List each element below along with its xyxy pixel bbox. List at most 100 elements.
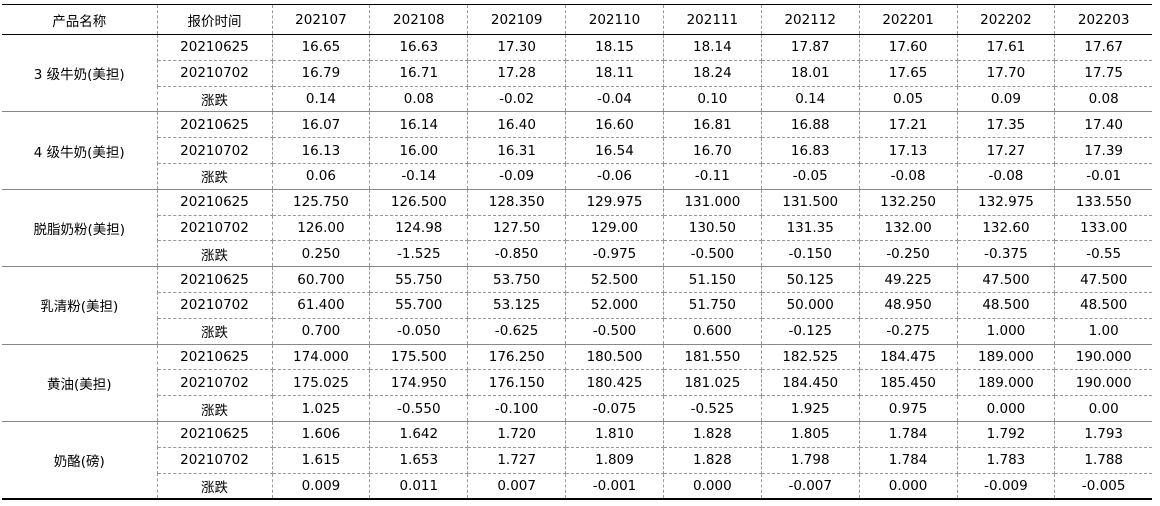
price-cell: 130.50 xyxy=(662,214,762,242)
price-cell: 18.24 xyxy=(662,59,762,87)
price-cell: -0.02 xyxy=(467,85,567,113)
product-name: 黄油(美担) xyxy=(2,343,158,422)
price-cell: 125.750 xyxy=(271,188,371,216)
price-cell: 18.14 xyxy=(662,34,762,61)
price-cell: 1.798 xyxy=(760,446,860,474)
header-cell: 202202 xyxy=(956,4,1056,35)
price-cell: 0.011 xyxy=(369,472,469,501)
quote-date: 20210702 xyxy=(157,137,273,164)
price-cell: 16.81 xyxy=(662,111,762,139)
price-cell: 0.06 xyxy=(271,162,371,190)
price-cell: -0.850 xyxy=(467,240,567,268)
price-cell: -0.55 xyxy=(1054,240,1152,268)
price-cell: 127.50 xyxy=(467,214,567,242)
quote-date: 涨跌 xyxy=(157,472,273,501)
price-cell: 184.450 xyxy=(760,369,860,397)
table-row: 20210702 16.79 16.71 17.28 18.11 18.24 18.01 17… xyxy=(2,59,1152,87)
price-cell: -0.009 xyxy=(956,472,1056,501)
price-cell: -0.005 xyxy=(1054,472,1152,501)
product-name: 脱脂奶粉(美担) xyxy=(2,188,158,268)
header-cell: 202112 xyxy=(760,4,860,35)
price-cell: 1.810 xyxy=(565,420,664,448)
price-cell: 1.000 xyxy=(956,317,1056,345)
quote-date: 20210625 xyxy=(156,343,273,371)
price-cell: 16.14 xyxy=(369,111,469,139)
product-name: 4 级牛奶(美担) xyxy=(2,111,158,190)
price-cell: 47.500 xyxy=(956,266,1056,293)
price-cell: 0.600 xyxy=(662,317,762,345)
price-cell: 18.01 xyxy=(760,59,860,87)
table-row: 涨跌 0.14 0.08 -0.02 -0.04 0.10 0.14 0.05 0.09 0.08 xyxy=(2,85,1152,113)
header-cell: 202110 xyxy=(565,4,664,35)
price-cell: 190.000 xyxy=(1054,343,1152,371)
price-cell: 129.00 xyxy=(565,214,664,242)
price-cell: -0.250 xyxy=(858,240,958,268)
quote-date: 20210702 xyxy=(157,59,273,87)
price-cell: 131.35 xyxy=(760,214,860,242)
quote-date: 20210702 xyxy=(157,214,273,242)
price-cell: 47.500 xyxy=(1054,266,1152,293)
price-cell: 175.500 xyxy=(369,343,469,371)
price-cell: 0.08 xyxy=(1054,85,1152,113)
price-cell: 1.784 xyxy=(858,446,958,474)
price-cell: -0.975 xyxy=(565,240,664,268)
table-row: 涨跌 0.700 -0.050 -0.625 -0.500 0.600 -0.125 -0.2… xyxy=(2,317,1152,345)
price-cell: 131.500 xyxy=(760,188,860,216)
price-cell: 16.63 xyxy=(369,34,469,61)
price-cell: 16.70 xyxy=(662,137,762,164)
header-cell: 产品名称 xyxy=(2,4,158,35)
price-cell: 1.025 xyxy=(271,395,371,422)
price-cell: 1.925 xyxy=(760,395,860,422)
price-cell: 16.00 xyxy=(369,137,469,164)
price-cell: 17.30 xyxy=(467,34,567,61)
price-cell: 1.793 xyxy=(1054,420,1152,448)
price-cell: 0.09 xyxy=(956,85,1056,113)
price-cell: 53.750 xyxy=(467,266,567,293)
price-cell: 55.750 xyxy=(369,266,469,293)
price-cell: 0.05 xyxy=(858,85,958,113)
price-cell: -0.500 xyxy=(565,317,664,345)
header-cell: 报价时间 xyxy=(156,4,273,35)
price-cell: 16.71 xyxy=(369,59,469,87)
price-cell: 18.15 xyxy=(565,34,664,61)
price-cell: 1.828 xyxy=(662,420,762,448)
price-cell: 0.000 xyxy=(956,395,1056,422)
price-cell: 128.350 xyxy=(467,188,567,216)
quote-date: 20210625 xyxy=(156,420,273,448)
price-cell: 0.10 xyxy=(662,85,762,113)
price-cell: 49.225 xyxy=(858,266,958,293)
price-cell: 126.500 xyxy=(369,188,469,216)
price-cell: 185.450 xyxy=(858,369,958,397)
table-row: 乳清粉(美担) 20210625 60.700 55.750 53.750 52.500 5… xyxy=(2,266,1152,345)
price-cell: 53.125 xyxy=(467,291,567,319)
price-cell: 1.809 xyxy=(565,446,664,474)
product-name: 3 级牛奶(美担) xyxy=(2,33,158,113)
price-cell: -0.100 xyxy=(467,395,567,422)
price-cell: 51.150 xyxy=(662,266,762,293)
price-table: 产品名称 报价时间 202107 202108 202109 202110 202111 20… xyxy=(2,4,1152,501)
price-cell: 132.250 xyxy=(858,188,958,216)
price-cell: 16.83 xyxy=(760,137,860,164)
table-row: 涨跌 0.009 0.011 0.007 -0.001 0.000 -0.007 0.000-… xyxy=(2,472,1152,501)
header-cell: 202111 xyxy=(662,4,762,35)
price-cell: 1.00 xyxy=(1054,317,1152,345)
price-cell: -0.500 xyxy=(662,240,762,268)
price-cell: -0.275 xyxy=(858,317,958,345)
price-cell: 181.550 xyxy=(662,343,762,371)
table-row: 20210702 126.00 124.98 127.50 129.00 130.50 13… xyxy=(2,214,1152,242)
quote-date: 20210702 xyxy=(157,291,273,319)
price-cell: 0.08 xyxy=(369,85,469,113)
table-row: 20210702 16.13 16.00 16.31 16.54 16.70 16.83 17… xyxy=(2,137,1152,164)
price-cell: 52.500 xyxy=(565,266,664,293)
price-cell: -0.375 xyxy=(956,240,1056,268)
header-cell: 202109 xyxy=(467,4,567,35)
price-cell: 1.828 xyxy=(662,446,762,474)
table-row: 脱脂奶粉(美担) 20210625 125.750 126.500 128.350 129… xyxy=(2,188,1152,268)
price-cell: 129.975 xyxy=(565,188,664,216)
price-cell: 17.67 xyxy=(1054,34,1152,61)
price-cell: 176.150 xyxy=(467,369,567,397)
price-cell: 16.60 xyxy=(565,111,664,139)
price-cell: 0.00 xyxy=(1054,395,1152,422)
price-cell: 174.000 xyxy=(271,343,371,371)
price-cell: 17.60 xyxy=(858,34,958,61)
